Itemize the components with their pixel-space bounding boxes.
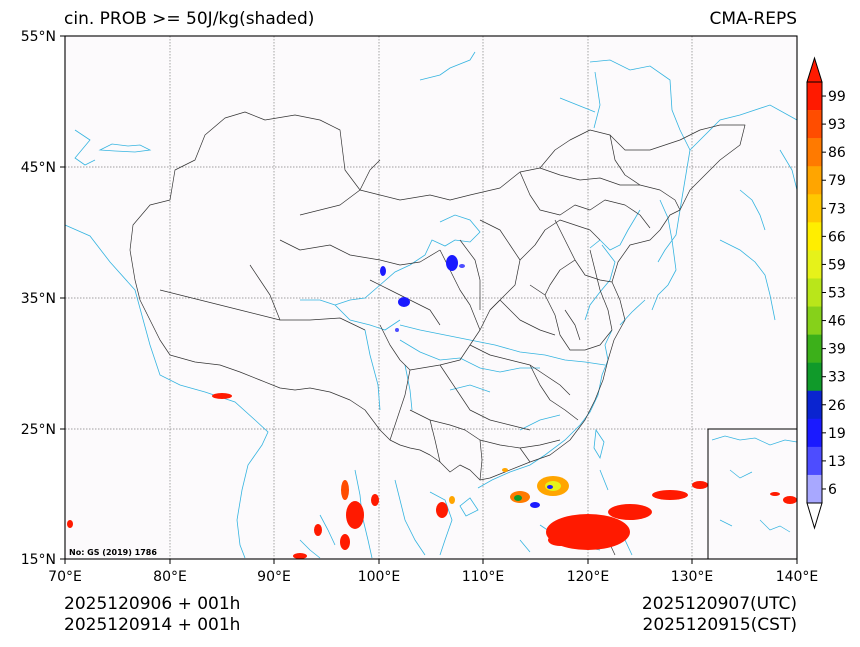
- colorbar-segment: [807, 446, 822, 476]
- colorbar-segment: [807, 418, 822, 448]
- colorbar-segment: [807, 222, 822, 251]
- colorbar-segment: [807, 138, 822, 167]
- shade-patch: [449, 496, 455, 504]
- shade-patch: [398, 297, 410, 307]
- model-name: CMA-REPS: [709, 9, 797, 29]
- shade-patch: [314, 524, 322, 536]
- shade-patch: [293, 553, 307, 559]
- lon-label-100e: 100°E: [358, 569, 401, 585]
- shade-patch: [212, 393, 232, 399]
- graticule: [65, 36, 797, 559]
- shade-patch: [346, 501, 364, 529]
- shade-patch: [530, 502, 540, 508]
- init-time-cst: 2025120914 + 001h: [64, 615, 241, 635]
- colorbar-segment: [807, 110, 822, 139]
- shade-patch: [514, 495, 522, 501]
- colorbar-segment: [807, 474, 822, 504]
- colorbar-segment: [807, 166, 822, 195]
- shade-patch: [459, 264, 465, 268]
- colorbar-label: 53: [828, 286, 846, 302]
- colorbar-label: 19: [828, 426, 846, 442]
- shade-patch: [446, 255, 458, 271]
- inset-coastline: [711, 435, 798, 533]
- map-approval-stamp: No: GS (2019) 1786: [69, 548, 157, 557]
- lon-label-110e: 110°E: [462, 569, 505, 585]
- colorbar-segment: [807, 194, 822, 223]
- init-time-utc: 2025120906 + 001h: [64, 594, 241, 614]
- inset-shading: [770, 492, 797, 504]
- shade-patch: [340, 534, 350, 550]
- colorbar-segment: [807, 250, 822, 279]
- colorbar-segment: [807, 334, 822, 363]
- colorbar-segment: [807, 390, 822, 420]
- colorbar-segment: [807, 306, 822, 335]
- colorbar-label: 66: [828, 229, 846, 245]
- colorbar-over-arrow: [806, 56, 823, 83]
- lat-label-15n: 15°N: [21, 552, 56, 568]
- lat-label-35n: 35°N: [21, 291, 56, 307]
- shade-patch: [652, 490, 688, 500]
- lat-label-25n: 25°N: [21, 422, 56, 438]
- shade-patch: [371, 494, 379, 506]
- colorbar-label: 39: [828, 342, 846, 358]
- lon-label-140e: 140°E: [776, 569, 819, 585]
- valid-time-utc: 2025120907(UTC): [641, 594, 797, 614]
- colorbar-label: 93: [828, 117, 846, 133]
- shade-patch: [548, 534, 572, 546]
- colorbar-segment: [807, 278, 822, 307]
- colorbar-label: 26: [828, 398, 846, 414]
- colorbar-label: 99: [828, 89, 846, 105]
- admin-boundaries: [129, 111, 746, 556]
- axis-ticks: [60, 35, 798, 564]
- lon-label-70e: 70°E: [48, 569, 82, 585]
- shade-patch: [341, 480, 349, 500]
- lat-label-45n: 45°N: [21, 160, 56, 176]
- shade-patch: [436, 502, 448, 518]
- south-china-sea-inset: [707, 428, 798, 560]
- shade-patch: [608, 504, 652, 520]
- colorbar-label: 6: [828, 482, 837, 498]
- shade-patch: [395, 328, 399, 332]
- shade-patch: [692, 481, 708, 489]
- shade-patch: [502, 468, 508, 472]
- lat-label-55n: 55°N: [21, 29, 56, 45]
- shade-patch: [380, 266, 386, 276]
- colorbar-label: 46: [828, 314, 846, 330]
- lon-label-80e: 80°E: [153, 569, 187, 585]
- lon-label-90e: 90°E: [257, 569, 291, 585]
- colorbar-label: 13: [828, 454, 846, 470]
- colorbar-under-arrow: [806, 502, 823, 530]
- colorbar-label: 73: [828, 201, 846, 217]
- lon-label-130e: 130°E: [671, 569, 714, 585]
- colorbar-label: 79: [828, 173, 846, 189]
- shade-patch: [545, 481, 561, 491]
- colorbar-segment: [807, 82, 822, 111]
- colorbar-segment: [807, 362, 822, 392]
- probability-shading: [67, 255, 788, 559]
- colorbar: 99 93 86 79 73 66 59 53 46 39 33 26 19 13 6: [806, 56, 846, 530]
- colorbar-label: 59: [828, 257, 846, 273]
- chart-title: cin. PROB >= 50J/kg(shaded): [64, 9, 315, 29]
- lon-label-120e: 120°E: [567, 569, 610, 585]
- shade-patch: [547, 485, 553, 489]
- footer-valid-times: 2025120907(UTC) 2025120915(CST): [642, 594, 797, 636]
- colorbar-label: 86: [828, 145, 846, 161]
- colorbar-label: 33: [828, 370, 846, 386]
- shade-patch: [67, 520, 73, 528]
- footer-init-times: 2025120906 + 001h 2025120914 + 001h: [64, 594, 240, 636]
- map-background: [65, 36, 797, 559]
- valid-time-cst: 2025120915(CST): [642, 615, 797, 635]
